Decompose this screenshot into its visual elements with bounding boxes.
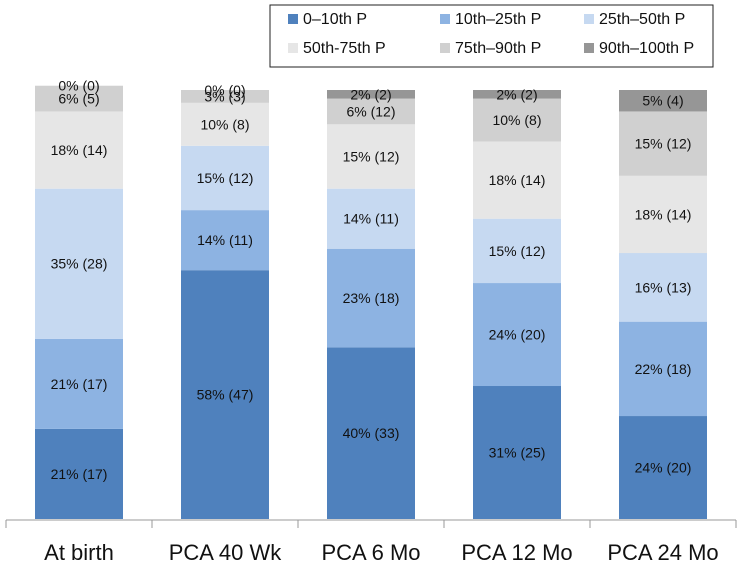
bar-segment-5-1: [619, 416, 707, 519]
segment-label-1-2: 21% (17): [51, 376, 108, 392]
bar-segment-4-6: [473, 90, 561, 99]
segment-label-3-5: 6% (12): [346, 103, 395, 119]
bar-segment-1-2: [35, 338, 123, 429]
bar-segment-3-3: [327, 188, 415, 249]
legend-swatch-6: [584, 43, 594, 53]
legend-label-1: 0–10th P: [303, 11, 367, 28]
bar-segment-1-5: [35, 85, 123, 112]
segment-label-4-3: 15% (12): [489, 243, 546, 259]
bar-segment-5-2: [619, 321, 707, 417]
category-label-4: PCA 12 Mo: [461, 540, 572, 565]
segment-label-5-1: 24% (20): [635, 460, 692, 476]
segment-label-1-5: 6% (5): [58, 91, 99, 107]
x-axis: At birth PCA 40 Wk PCA 6 Mo PCA 12 Mo PCA 24…: [5, 519, 737, 565]
segment-label-1-1: 21% (17): [51, 466, 108, 482]
bar-segment-5-4: [619, 175, 707, 254]
bar-segment-5-3: [619, 253, 707, 322]
segment-label-4-1: 31% (25): [489, 445, 546, 461]
segment-label-1-4: 18% (14): [51, 142, 108, 158]
segment-label-5-2: 22% (18): [635, 361, 692, 377]
segment-label-3-1: 40% (33): [343, 425, 400, 441]
segment-label-5-6: 5% (4): [642, 93, 683, 109]
legend-label-3: 25th–50th P: [599, 11, 685, 28]
segment-label-3-2: 23% (18): [343, 290, 400, 306]
category-label-2: PCA 40 Wk: [169, 540, 282, 565]
segment-label-2-2: 14% (11): [197, 232, 253, 248]
bar-segment-1-1: [35, 428, 123, 519]
legend-swatch-5: [440, 43, 450, 53]
bar-segment-3-4: [327, 124, 415, 189]
segment-label-1-3: 35% (28): [51, 256, 108, 272]
category-label-5: PCA 24 Mo: [607, 540, 718, 565]
segment-label-2-4: 10% (8): [200, 116, 249, 132]
segment-label-4-4: 18% (14): [489, 172, 546, 188]
legend-swatch-3: [584, 14, 594, 24]
bar-segment-1-4: [35, 111, 123, 189]
legend-label-2: 10th–25th P: [455, 11, 541, 28]
legend-label-6: 90th–100th P: [599, 40, 694, 57]
bar-segment-4-2: [473, 283, 561, 387]
bar-segment-2-1: [181, 270, 269, 519]
legend-swatch-4: [288, 43, 298, 53]
segment-label-2-5: 3% (3): [204, 88, 245, 104]
bar-segment-4-4: [473, 141, 561, 219]
segment-label-4-5: 10% (8): [492, 112, 541, 128]
bar-segment-5-5: [619, 111, 707, 176]
bar-segment-3-5: [327, 98, 415, 125]
bar-segment-2-4: [181, 102, 269, 146]
bar-segment-4-1: [473, 386, 561, 519]
segment-label-4-2: 24% (20): [489, 327, 546, 343]
bar-segment-2-5: [181, 90, 269, 103]
bar-segment-5-6: [619, 90, 707, 112]
bar-segment-2-2: [181, 210, 269, 271]
segment-label-3-6: 2% (2): [350, 86, 391, 102]
bar-segment-4-5: [473, 98, 561, 142]
segment-label-2-6: 0% (0): [204, 82, 245, 98]
segment-label-5-3: 16% (13): [635, 279, 692, 295]
legend: 0–10th P 10th–25th P 25th–50th P 50th-75th …: [269, 4, 714, 68]
legend-box: [269, 4, 714, 68]
bar-segment-3-6: [327, 90, 415, 99]
bar-segment-2-3: [181, 145, 269, 211]
segment-label-5-5: 15% (12): [635, 136, 692, 152]
segment-label-4-6: 2% (2): [496, 86, 537, 102]
category-label-3: PCA 6 Mo: [321, 540, 420, 565]
legend-swatch-1: [288, 14, 298, 24]
bar-segment-3-1: [327, 347, 415, 519]
segment-label-3-3: 14% (11): [343, 211, 399, 227]
bar-segment-1-3: [35, 188, 123, 339]
segment-label-3-4: 15% (12): [343, 148, 400, 164]
bar-segment-3-2: [327, 248, 415, 348]
segment-label-5-4: 18% (14): [635, 206, 692, 222]
segment-label-2-1: 58% (47): [197, 387, 254, 403]
legend-label-4: 50th-75th P: [303, 40, 386, 57]
category-label-1: At birth: [44, 540, 114, 565]
bars-layer: [35, 85, 707, 519]
bar-segment-4-3: [473, 218, 561, 284]
segment-label-1-6: 0% (0): [58, 78, 99, 94]
segment-labels-layer: 21% (17)21% (17)35% (28)18% (14)6% (5)0%…: [51, 78, 692, 482]
segment-label-2-3: 15% (12): [197, 170, 254, 186]
legend-label-5: 75th–90th P: [455, 40, 541, 57]
legend-swatch-2: [440, 14, 450, 24]
